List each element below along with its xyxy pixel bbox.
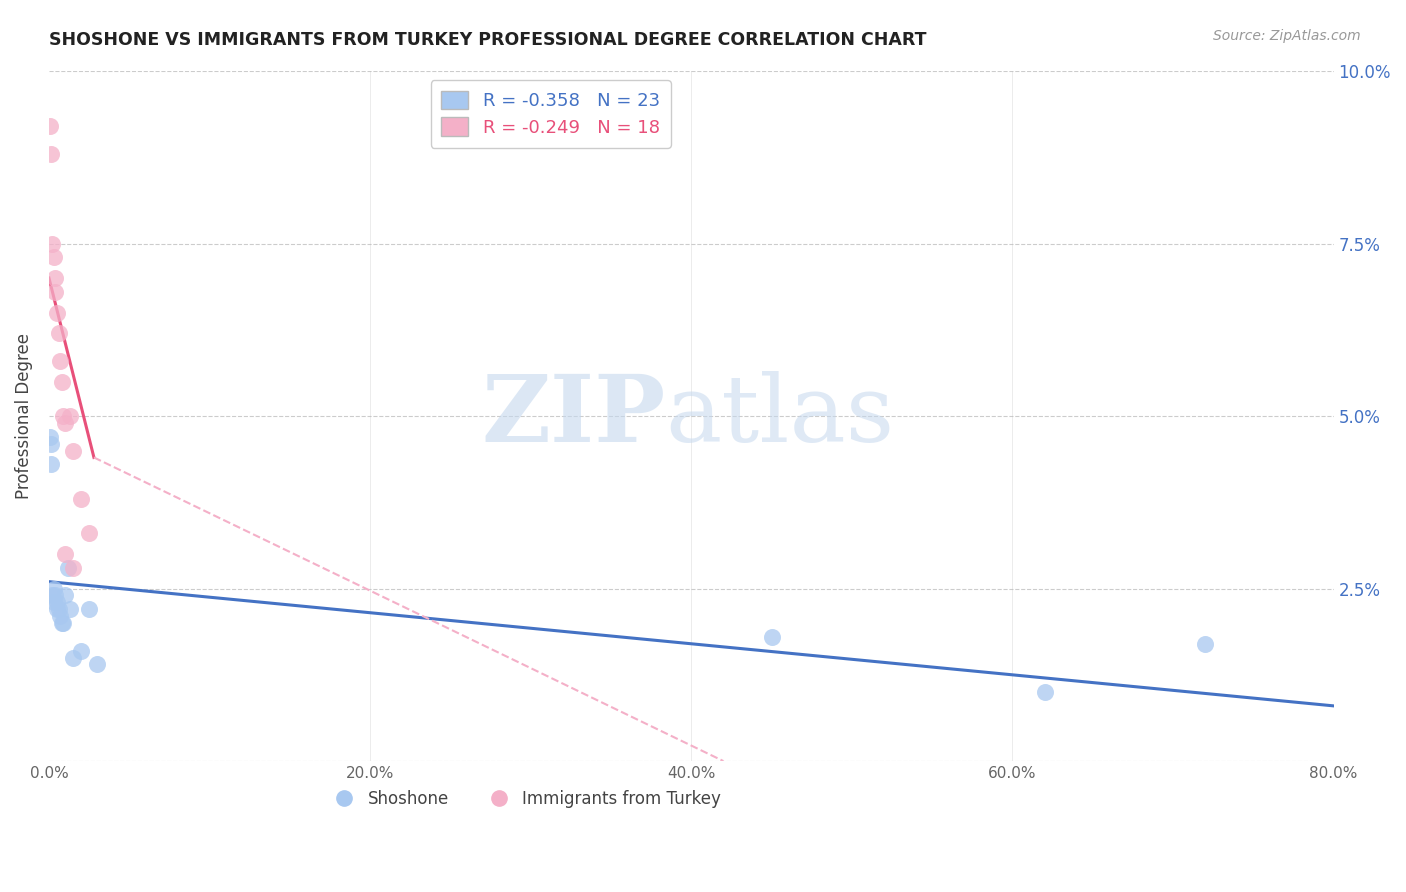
Point bbox=[59, 602, 82, 616]
Point bbox=[42, 582, 65, 596]
Point bbox=[44, 285, 66, 299]
Point bbox=[46, 602, 69, 616]
Text: ZIP: ZIP bbox=[481, 371, 665, 461]
Point bbox=[51, 616, 73, 631]
Point bbox=[39, 436, 62, 450]
Point bbox=[761, 630, 783, 644]
Point bbox=[1194, 637, 1216, 651]
Point bbox=[41, 236, 63, 251]
Point bbox=[44, 589, 66, 603]
Point bbox=[62, 650, 84, 665]
Point bbox=[46, 305, 69, 319]
Legend: Shoshone, Immigrants from Turkey: Shoshone, Immigrants from Turkey bbox=[321, 783, 728, 815]
Text: Source: ZipAtlas.com: Source: ZipAtlas.com bbox=[1213, 29, 1361, 43]
Point bbox=[38, 430, 60, 444]
Point bbox=[1033, 685, 1056, 699]
Point bbox=[51, 375, 73, 389]
Text: SHOSHONE VS IMMIGRANTS FROM TURKEY PROFESSIONAL DEGREE CORRELATION CHART: SHOSHONE VS IMMIGRANTS FROM TURKEY PROFE… bbox=[49, 31, 927, 49]
Point bbox=[46, 595, 69, 609]
Point bbox=[53, 416, 76, 430]
Point bbox=[39, 146, 62, 161]
Point bbox=[62, 443, 84, 458]
Text: atlas: atlas bbox=[665, 371, 894, 461]
Point bbox=[44, 271, 66, 285]
Y-axis label: Professional Degree: Professional Degree bbox=[15, 333, 32, 499]
Point bbox=[70, 643, 93, 657]
Point bbox=[41, 589, 63, 603]
Point bbox=[38, 120, 60, 134]
Point bbox=[77, 526, 100, 541]
Point bbox=[49, 609, 72, 624]
Point bbox=[53, 547, 76, 561]
Point bbox=[62, 561, 84, 575]
Point bbox=[48, 326, 70, 341]
Point bbox=[70, 491, 93, 506]
Point bbox=[77, 602, 100, 616]
Point bbox=[86, 657, 108, 672]
Point bbox=[52, 616, 75, 631]
Point bbox=[52, 409, 75, 423]
Point bbox=[42, 595, 65, 609]
Point bbox=[49, 354, 72, 368]
Point bbox=[59, 409, 82, 423]
Point bbox=[42, 251, 65, 265]
Point bbox=[58, 561, 80, 575]
Point bbox=[53, 589, 76, 603]
Point bbox=[39, 458, 62, 472]
Point bbox=[48, 602, 70, 616]
